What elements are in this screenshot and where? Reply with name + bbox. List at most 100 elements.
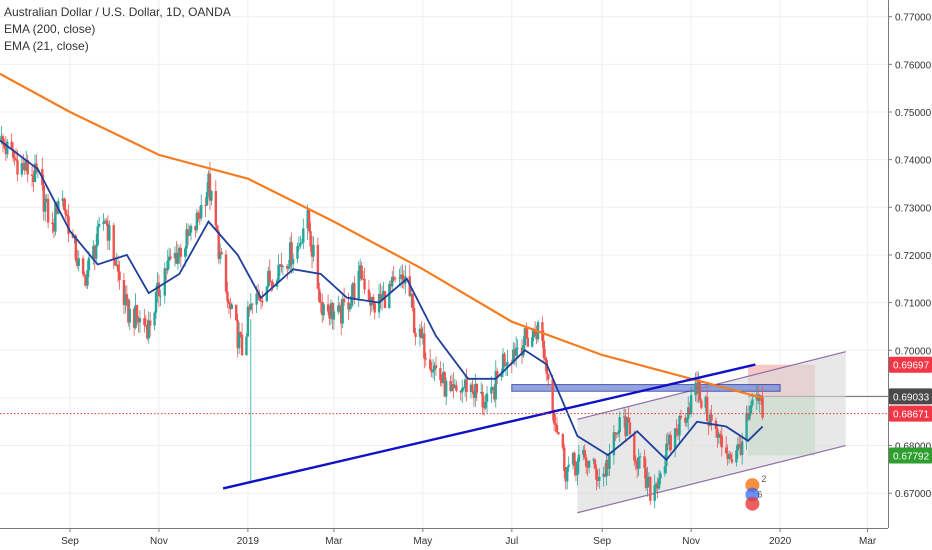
candle-body bbox=[695, 382, 699, 394]
candle-body bbox=[112, 225, 115, 261]
candle-body bbox=[32, 175, 35, 182]
candle-body bbox=[461, 388, 464, 393]
candle-body bbox=[270, 281, 273, 283]
candle-body bbox=[347, 302, 350, 310]
candle-body bbox=[615, 433, 618, 435]
candle-body bbox=[144, 324, 148, 326]
candle-body bbox=[628, 422, 632, 435]
candle-body bbox=[418, 328, 422, 337]
candle-body bbox=[740, 441, 744, 455]
price-axis-bg bbox=[888, 0, 932, 550]
candle-body bbox=[13, 157, 16, 160]
candle-body bbox=[246, 306, 250, 337]
candle-body bbox=[542, 340, 546, 359]
candle-body bbox=[198, 217, 201, 219]
candle-body bbox=[30, 174, 34, 176]
candle-body bbox=[218, 252, 222, 259]
candle-body bbox=[705, 396, 709, 422]
candle-body bbox=[679, 415, 683, 418]
ema21-line bbox=[0, 139, 764, 462]
candle-body bbox=[678, 415, 681, 436]
candle-body bbox=[26, 160, 29, 175]
candle-body bbox=[22, 163, 25, 165]
candle-body bbox=[574, 466, 578, 476]
candle-body bbox=[687, 407, 690, 419]
candle-body bbox=[291, 258, 295, 265]
candle-body bbox=[286, 266, 289, 269]
candle-body bbox=[443, 372, 446, 397]
price-label-text: 0.69033 bbox=[893, 392, 930, 403]
candle-body bbox=[622, 416, 626, 418]
candle-body bbox=[220, 252, 223, 255]
candle-body bbox=[411, 294, 414, 309]
candle-body bbox=[646, 478, 649, 488]
candle-body bbox=[506, 361, 509, 366]
candle-body bbox=[748, 413, 751, 420]
candle-body bbox=[380, 295, 384, 300]
candle-body bbox=[730, 459, 734, 463]
candle-body bbox=[363, 278, 366, 290]
candle-body bbox=[16, 160, 19, 175]
candle-body bbox=[297, 245, 301, 247]
candle-body bbox=[116, 264, 120, 272]
candle-body bbox=[307, 210, 311, 232]
candle-body bbox=[369, 300, 372, 306]
candle-body bbox=[561, 434, 565, 448]
candle-body bbox=[636, 462, 639, 469]
candle-body bbox=[545, 360, 548, 375]
price-label-red: 0.68671 bbox=[889, 405, 932, 422]
ema200-legend[interactable]: EMA (200, close) bbox=[4, 22, 96, 36]
candle-body bbox=[235, 304, 238, 321]
candle-body bbox=[51, 222, 54, 225]
candle-body bbox=[710, 414, 713, 421]
candle-body bbox=[132, 308, 136, 328]
candle-body bbox=[115, 264, 118, 266]
candle-body bbox=[484, 401, 487, 409]
candle-body bbox=[450, 383, 454, 391]
candle-body bbox=[583, 449, 586, 458]
support-trendline bbox=[222, 363, 756, 490]
candle-body bbox=[516, 347, 519, 349]
candle-body bbox=[513, 349, 516, 356]
candle-body bbox=[319, 301, 322, 303]
price-tick-label: 0.73000 bbox=[895, 203, 932, 214]
candle-body bbox=[361, 278, 365, 280]
price-tick-label: 0.72000 bbox=[895, 251, 932, 262]
candle-body bbox=[332, 311, 336, 320]
candle-body bbox=[11, 149, 15, 158]
candle-body bbox=[138, 318, 142, 323]
candle-body bbox=[277, 265, 280, 281]
candle-body bbox=[309, 231, 312, 247]
candle-body bbox=[96, 226, 99, 246]
candle-body bbox=[566, 466, 569, 482]
candle-body bbox=[322, 304, 325, 316]
candle-body bbox=[606, 459, 610, 469]
candle-body bbox=[33, 163, 37, 182]
candle-body bbox=[469, 384, 473, 393]
time-tick-label: Mar bbox=[859, 536, 877, 547]
candle-body bbox=[758, 395, 761, 401]
candle-body bbox=[444, 380, 448, 397]
price-tick-label: 0.67000 bbox=[895, 489, 932, 500]
candle-body bbox=[453, 385, 457, 388]
candle-body bbox=[290, 242, 293, 265]
candle-body bbox=[128, 308, 131, 323]
candle-body bbox=[299, 242, 302, 246]
time-tick-label: Jul bbox=[505, 536, 518, 547]
candle-body bbox=[226, 291, 229, 302]
ema21-legend[interactable]: EMA (21, close) bbox=[4, 39, 89, 53]
symbol-title[interactable]: Australian Dollar / U.S. Dollar, 1D, OAN… bbox=[4, 5, 231, 19]
candle-body bbox=[302, 228, 305, 243]
candle-body bbox=[676, 431, 680, 436]
candle-body bbox=[338, 305, 341, 307]
candle-body bbox=[587, 460, 591, 468]
candle-body bbox=[106, 223, 110, 241]
candle-body bbox=[173, 252, 177, 259]
event-badge-count: 2 bbox=[761, 474, 766, 484]
price-label-bg bbox=[889, 388, 932, 405]
candle-body bbox=[329, 303, 333, 319]
candle-body bbox=[23, 163, 26, 171]
candle-body bbox=[593, 459, 597, 469]
